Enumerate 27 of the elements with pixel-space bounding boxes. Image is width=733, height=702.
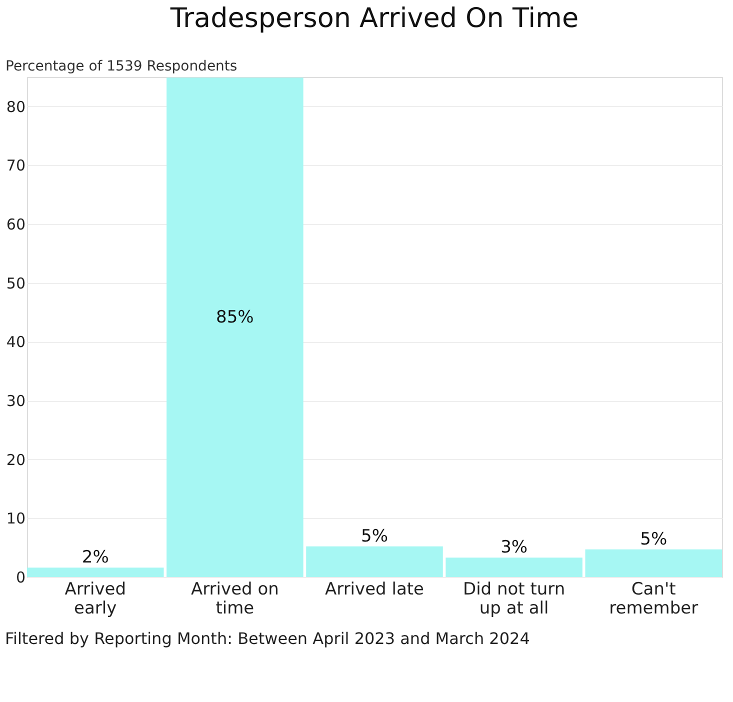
x-tick-label: Arrived early <box>64 580 126 618</box>
bar <box>27 568 164 577</box>
y-tick-label: 20 <box>6 450 26 469</box>
data-label: 5% <box>361 526 388 546</box>
y-tick-label: 50 <box>6 274 26 292</box>
bar <box>306 546 443 577</box>
y-axis-title: Percentage of 1539 Respondents <box>6 58 238 74</box>
x-tick-label: Did not turn up at all <box>462 580 566 618</box>
x-tick-label: Can't remember <box>609 580 698 618</box>
chart-title: Tradesperson Arrived On Time <box>169 3 579 34</box>
bar <box>446 558 582 577</box>
data-label: 3% <box>500 538 528 558</box>
x-tick-label: Arrived on time <box>190 580 279 618</box>
x-tick-label: Arrived late <box>324 580 424 600</box>
y-tick-label: 60 <box>6 216 26 234</box>
bar <box>166 78 304 577</box>
bar <box>585 549 722 577</box>
y-tick-label: 30 <box>6 392 26 410</box>
data-label: 85% <box>216 307 254 328</box>
text: Filtered by Reporting Month: Between April 2023 and March 2024 <box>5 629 530 648</box>
y-tick-label: 70 <box>6 156 26 175</box>
y-tick-label: 40 <box>6 333 26 352</box>
y-tick-label: 0 <box>16 568 26 586</box>
y-tick-label: 80 <box>6 98 26 116</box>
data-label: 2% <box>82 548 109 568</box>
data-label: 5% <box>640 529 668 550</box>
y-tick-label: 10 <box>6 510 26 528</box>
